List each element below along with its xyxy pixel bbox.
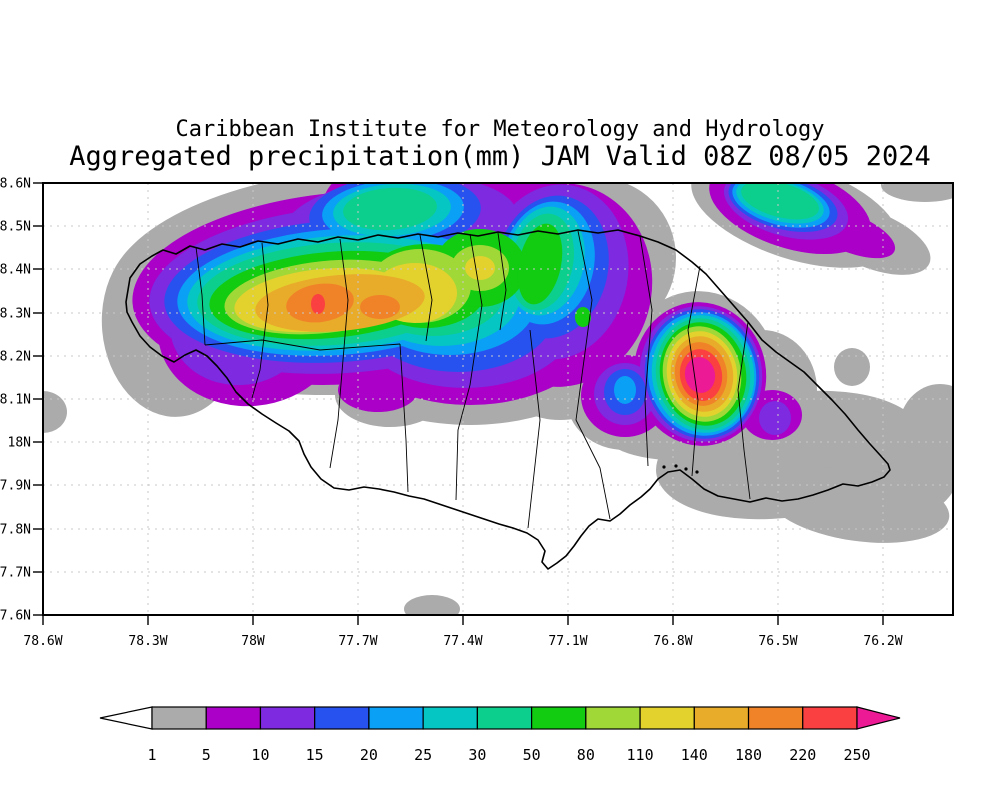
- colorbar-right-arrow: [856, 706, 901, 730]
- precip-contour-110mm: [465, 256, 495, 280]
- parish-boundary: [455, 233, 483, 501]
- lat-tick-label: 18.5N: [0, 220, 31, 235]
- colorbar-segment: [802, 706, 858, 730]
- colorbar-tick-label: 30: [468, 746, 486, 764]
- lat-tick-label: 18N: [8, 436, 31, 451]
- parish-boundary: [251, 242, 269, 399]
- precip-contour-30mm: [343, 187, 437, 231]
- colorbar-segment: [151, 706, 207, 730]
- colorbar-segment: [314, 706, 370, 730]
- precip-contour-10mm: [759, 401, 791, 435]
- colorbar-segment: [585, 706, 641, 730]
- colorbar-tick-label: 15: [306, 746, 324, 764]
- colorbar-segment: [693, 706, 750, 730]
- axes-layer: 18.6N 18.5N 18.4N 18.3N 18.2N 18.1N 18N 17.9N 17…: [0, 177, 954, 649]
- coastal-cay: [695, 470, 699, 474]
- precip-contour-250mm: [684, 357, 716, 393]
- lat-tick-label: 17.6N: [0, 609, 31, 624]
- colorbar-tick-label: 220: [789, 746, 816, 764]
- lat-tick-label: 17.9N: [0, 479, 31, 494]
- graticule-layer: [43, 183, 953, 615]
- geography-layer: [125, 229, 891, 570]
- lon-tick-label: 78.3W: [128, 634, 167, 649]
- colorbar: 1 5 10 15 20 25 30 50 80 110 140 180 220 250: [99, 706, 901, 764]
- colorbar-segment: [476, 706, 533, 730]
- lat-tick-label: 18.4N: [0, 263, 31, 278]
- precip-contour-180mm: [360, 295, 400, 319]
- product-title: Aggregated precipitation(mm) JAM Valid 0…: [69, 141, 931, 172]
- precip-contour-20mm: [614, 376, 636, 404]
- parish-boundary: [204, 339, 401, 351]
- lon-tick-label: 76.5W: [758, 634, 797, 649]
- parish-boundary: [419, 234, 433, 342]
- parish-boundary: [639, 235, 653, 467]
- institution-title: Caribbean Institute for Meteorology and …: [175, 117, 825, 142]
- precip-contour-220mm: [311, 294, 325, 314]
- lat-tick-label: 18.1N: [0, 393, 31, 408]
- jamaica-coastline: [125, 229, 891, 570]
- parish-boundary: [687, 265, 701, 477]
- precip-contour-30mm: [741, 183, 819, 220]
- lon-tick-label: 77.4W: [443, 634, 482, 649]
- parish-boundary: [575, 230, 611, 520]
- lon-tick-label: 77.1W: [548, 634, 587, 649]
- colorbar-tick-label: 180: [735, 746, 762, 764]
- precip-contours-layer: [43, 183, 953, 615]
- colorbar-segment: [368, 706, 424, 730]
- parish-boundary: [737, 321, 751, 500]
- lon-tick-label: 76.2W: [863, 634, 902, 649]
- lat-tick-label: 17.8N: [0, 523, 31, 538]
- coastal-cay: [684, 467, 688, 471]
- precip-contour-1mm: [898, 384, 953, 480]
- colorbar-tick-label: 110: [627, 746, 654, 764]
- colorbar-tick-label: 25: [414, 746, 432, 764]
- colorbar-segment: [747, 706, 804, 730]
- lon-tick-label: 78.6W: [23, 634, 62, 649]
- colorbar-segment: [422, 706, 478, 730]
- precip-contour-1mm: [766, 467, 950, 543]
- precip-contour-1mm: [881, 183, 953, 202]
- colorbar-segment: [531, 706, 587, 730]
- parish-boundary: [527, 329, 541, 529]
- lon-tick-label: 76.8W: [653, 634, 692, 649]
- precip-contour-50mm: [575, 307, 591, 327]
- colorbar-segment: [639, 706, 695, 730]
- colorbar-left-arrow: [99, 706, 153, 730]
- precip-contour-50mm: [517, 223, 563, 305]
- lon-tick-label: 77.7W: [338, 634, 377, 649]
- precip-contour-1mm: [43, 391, 67, 433]
- parish-boundary: [399, 343, 409, 493]
- colorbar-tick-label: 5: [202, 746, 211, 764]
- lat-tick-label: 17.7N: [0, 566, 31, 581]
- precip-contour-1mm: [404, 595, 460, 615]
- parish-boundary: [329, 238, 349, 469]
- colorbar-tick-label: 50: [523, 746, 541, 764]
- colorbar-tick-label: 80: [577, 746, 595, 764]
- lon-tick-label: 78W: [241, 634, 265, 649]
- lat-tick-label: 18.2N: [0, 350, 31, 365]
- precip-level-250mm: [684, 357, 716, 393]
- parish-boundary: [497, 232, 507, 331]
- coastal-cay: [662, 465, 666, 469]
- colorbar-tick-label: 1: [147, 746, 156, 764]
- precip-contour-1mm: [834, 348, 870, 386]
- colorbar-tick-label: 250: [843, 746, 870, 764]
- coastal-cay: [674, 464, 678, 468]
- colorbar-segment: [259, 706, 316, 730]
- lat-tick-label: 18.3N: [0, 307, 31, 322]
- parish-boundary: [195, 246, 206, 346]
- colorbar-tick-label: 20: [360, 746, 378, 764]
- lat-tick-label: 18.6N: [0, 177, 31, 192]
- colorbar-tick-label: 10: [251, 746, 269, 764]
- colorbar-segment: [205, 706, 262, 730]
- colorbar-tick-label: 140: [681, 746, 708, 764]
